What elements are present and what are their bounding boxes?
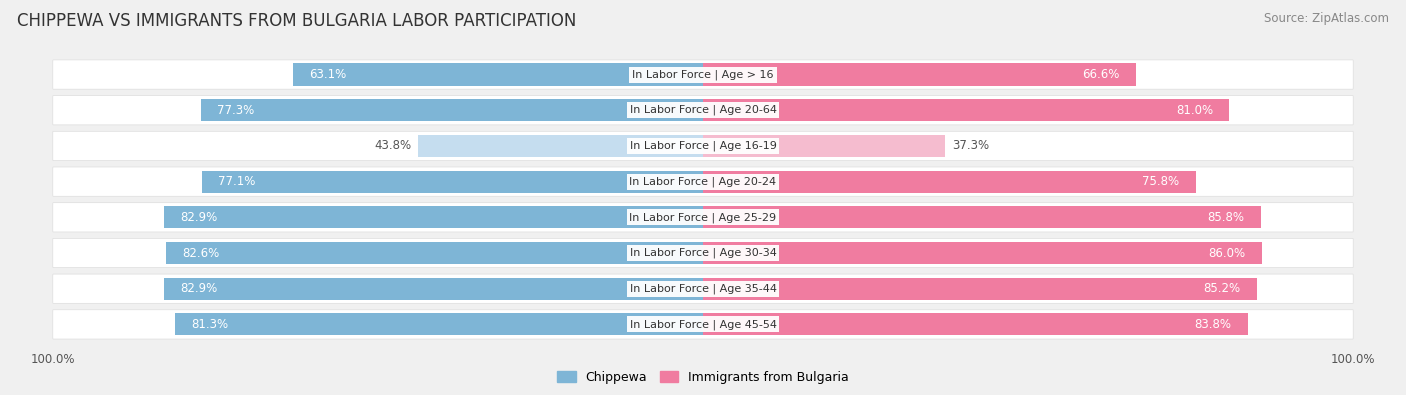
Text: 75.8%: 75.8%: [1142, 175, 1180, 188]
Text: 43.8%: 43.8%: [375, 139, 412, 152]
Text: 85.2%: 85.2%: [1204, 282, 1240, 295]
Text: 82.9%: 82.9%: [180, 282, 218, 295]
Bar: [703, 206, 1261, 228]
Text: In Labor Force | Age 30-34: In Labor Force | Age 30-34: [630, 248, 776, 258]
Text: In Labor Force | Age 25-29: In Labor Force | Age 25-29: [630, 212, 776, 222]
Text: In Labor Force | Age 45-54: In Labor Force | Age 45-54: [630, 319, 776, 330]
Bar: [201, 99, 703, 121]
Text: In Labor Force | Age 20-24: In Labor Force | Age 20-24: [630, 177, 776, 187]
Text: 81.3%: 81.3%: [191, 318, 228, 331]
Legend: Chippewa, Immigrants from Bulgaria: Chippewa, Immigrants from Bulgaria: [551, 366, 855, 389]
FancyBboxPatch shape: [53, 274, 1353, 303]
Bar: [165, 278, 703, 300]
Text: 77.1%: 77.1%: [218, 175, 256, 188]
Text: 37.3%: 37.3%: [952, 139, 988, 152]
Bar: [703, 242, 1263, 264]
Bar: [703, 313, 1247, 335]
Bar: [292, 64, 703, 86]
FancyBboxPatch shape: [53, 310, 1353, 339]
Bar: [165, 206, 703, 228]
FancyBboxPatch shape: [53, 131, 1353, 161]
FancyBboxPatch shape: [53, 167, 1353, 196]
Bar: [703, 171, 1195, 193]
FancyBboxPatch shape: [53, 96, 1353, 125]
Text: In Labor Force | Age 20-64: In Labor Force | Age 20-64: [630, 105, 776, 115]
Text: In Labor Force | Age 16-19: In Labor Force | Age 16-19: [630, 141, 776, 151]
Bar: [174, 313, 703, 335]
Text: 82.6%: 82.6%: [183, 246, 219, 260]
Bar: [703, 135, 945, 157]
Text: 77.3%: 77.3%: [217, 104, 254, 117]
Text: CHIPPEWA VS IMMIGRANTS FROM BULGARIA LABOR PARTICIPATION: CHIPPEWA VS IMMIGRANTS FROM BULGARIA LAB…: [17, 12, 576, 30]
Text: 66.6%: 66.6%: [1083, 68, 1119, 81]
Bar: [703, 99, 1229, 121]
Text: In Labor Force | Age 35-44: In Labor Force | Age 35-44: [630, 284, 776, 294]
Text: 85.8%: 85.8%: [1208, 211, 1244, 224]
FancyBboxPatch shape: [53, 203, 1353, 232]
Bar: [202, 171, 703, 193]
Text: 63.1%: 63.1%: [309, 68, 346, 81]
Text: 86.0%: 86.0%: [1209, 246, 1246, 260]
FancyBboxPatch shape: [53, 60, 1353, 89]
Text: 82.9%: 82.9%: [180, 211, 218, 224]
Text: 81.0%: 81.0%: [1175, 104, 1213, 117]
Bar: [166, 242, 703, 264]
Bar: [703, 278, 1257, 300]
FancyBboxPatch shape: [53, 238, 1353, 268]
Bar: [703, 64, 1136, 86]
Text: In Labor Force | Age > 16: In Labor Force | Age > 16: [633, 69, 773, 80]
Bar: [419, 135, 703, 157]
Text: 83.8%: 83.8%: [1195, 318, 1232, 331]
Text: Source: ZipAtlas.com: Source: ZipAtlas.com: [1264, 12, 1389, 25]
